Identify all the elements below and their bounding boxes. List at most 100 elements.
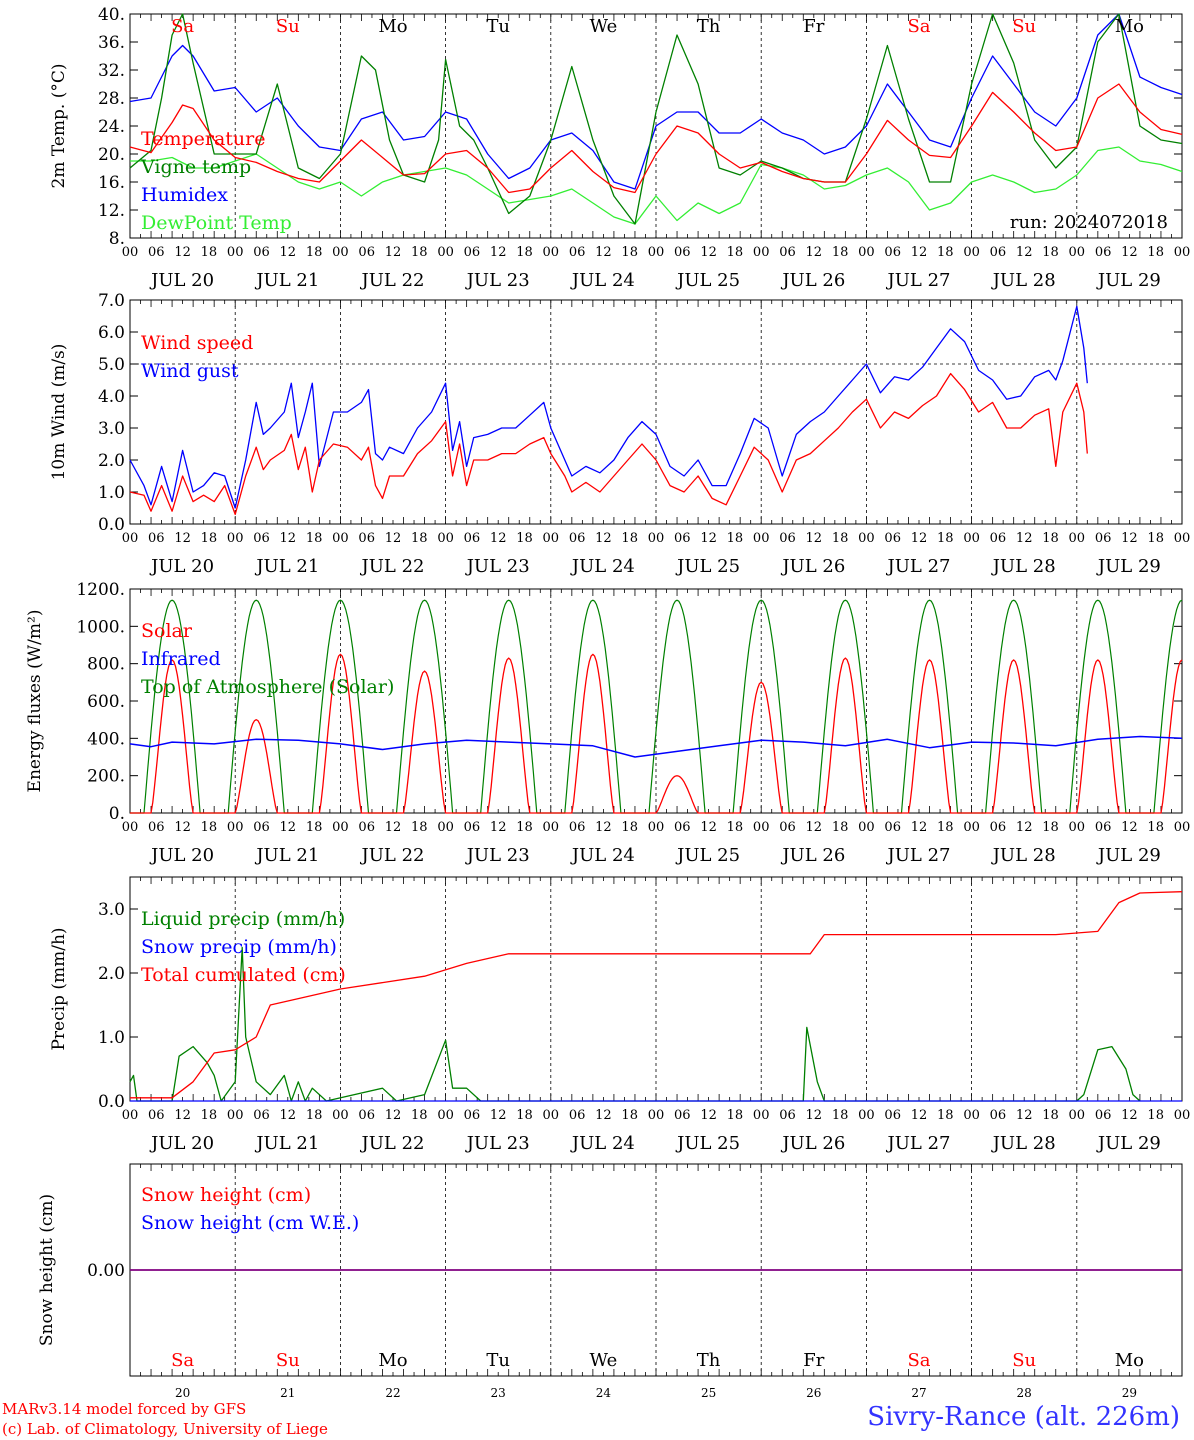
hour-tick-label: 06 bbox=[464, 531, 481, 546]
hour-tick-label: 06 bbox=[990, 245, 1007, 260]
hour-tick-label: 06 bbox=[674, 1108, 691, 1123]
day-number-label: 28 bbox=[1017, 1386, 1032, 1400]
date-label: JUL 27 bbox=[886, 556, 951, 577]
date-label: JUL 23 bbox=[465, 845, 530, 866]
y-tick-label: 0.0 bbox=[98, 1092, 125, 1112]
hour-tick-label: 12 bbox=[1121, 245, 1138, 260]
weekday-label: Sa bbox=[171, 1350, 194, 1371]
y-axis-title: 10m Wind (m/s) bbox=[49, 344, 69, 481]
y-tick-label: 12. bbox=[98, 201, 125, 221]
hour-tick-label: 12 bbox=[280, 245, 297, 260]
hour-tick-label: 18 bbox=[727, 820, 744, 835]
hour-tick-label: 12 bbox=[911, 245, 928, 260]
date-label: JUL 21 bbox=[254, 1133, 319, 1154]
hour-tick-label: 12 bbox=[806, 820, 823, 835]
hour-tick-label: 18 bbox=[516, 531, 533, 546]
hour-tick-label: 06 bbox=[358, 820, 375, 835]
hour-tick-label: 06 bbox=[358, 531, 375, 546]
credit-line-2: (c) Lab. of Climatology, University of L… bbox=[2, 1420, 328, 1438]
date-label: JUL 24 bbox=[570, 556, 635, 577]
y-tick-label: 800. bbox=[87, 655, 125, 675]
series-line bbox=[129, 83, 1183, 194]
weekday-label: Th bbox=[697, 1350, 721, 1371]
hour-tick-label: 06 bbox=[1095, 531, 1112, 546]
hour-tick-label: 06 bbox=[990, 1108, 1007, 1123]
weekday-label: Tu bbox=[486, 16, 510, 37]
hour-tick-label: 18 bbox=[411, 531, 428, 546]
hour-tick-label: 12 bbox=[490, 820, 507, 835]
hour-tick-label: 12 bbox=[280, 820, 297, 835]
date-label: JUL 23 bbox=[465, 270, 530, 291]
hour-tick-label: 18 bbox=[306, 531, 323, 546]
hour-tick-label: 00 bbox=[858, 245, 875, 260]
y-tick-label: 5.0 bbox=[98, 355, 125, 375]
hour-tick-label: 18 bbox=[1147, 1108, 1164, 1123]
date-label: JUL 29 bbox=[1096, 556, 1161, 577]
date-label: JUL 23 bbox=[465, 556, 530, 577]
weekday-label: Mo bbox=[378, 16, 407, 37]
hour-tick-label: 12 bbox=[280, 1108, 297, 1123]
hour-tick-label: 18 bbox=[727, 245, 744, 260]
hour-tick-label: 12 bbox=[700, 1108, 717, 1123]
hour-tick-label: 06 bbox=[1095, 245, 1112, 260]
hour-tick-label: 00 bbox=[332, 1108, 349, 1123]
y-tick-label: 3.0 bbox=[98, 419, 125, 439]
y-tick-label: 16. bbox=[98, 173, 125, 193]
weekday-label: Su bbox=[276, 16, 300, 37]
hour-tick-label: 00 bbox=[1174, 531, 1191, 546]
hour-tick-label: 12 bbox=[595, 1108, 612, 1123]
legend-entry: Humidex bbox=[141, 184, 228, 206]
hour-tick-label: 06 bbox=[464, 245, 481, 260]
hour-tick-label: 06 bbox=[148, 531, 165, 546]
hour-tick-label: 18 bbox=[306, 820, 323, 835]
hour-tick-label: 00 bbox=[963, 1108, 980, 1123]
y-tick-label: 1.0 bbox=[98, 483, 125, 503]
legend-entry: Total cumulated (cm) bbox=[141, 964, 346, 986]
hour-tick-label: 18 bbox=[727, 531, 744, 546]
hour-tick-label: 18 bbox=[1042, 531, 1059, 546]
legend-entry: Vigne temp bbox=[140, 156, 251, 178]
date-label: JUL 21 bbox=[254, 556, 319, 577]
hour-tick-label: 18 bbox=[201, 820, 218, 835]
hour-tick-label: 06 bbox=[884, 531, 901, 546]
date-label: JUL 26 bbox=[780, 845, 845, 866]
hour-tick-label: 06 bbox=[779, 245, 796, 260]
hour-tick-label: 00 bbox=[332, 820, 349, 835]
y-tick-label: 4.0 bbox=[98, 387, 125, 407]
hour-tick-label: 00 bbox=[437, 820, 454, 835]
hour-tick-label: 12 bbox=[806, 245, 823, 260]
hour-tick-label: 12 bbox=[595, 531, 612, 546]
date-label: JUL 22 bbox=[360, 270, 425, 291]
hour-tick-label: 12 bbox=[490, 245, 507, 260]
hour-tick-label: 06 bbox=[569, 245, 586, 260]
legend-entry: Wind gust bbox=[141, 360, 239, 382]
hour-tick-label: 12 bbox=[911, 1108, 928, 1123]
hour-tick-label: 00 bbox=[1069, 820, 1086, 835]
credit-line-1: MARv3.14 model forced by GFS bbox=[2, 1400, 247, 1418]
hour-tick-label: 18 bbox=[1147, 531, 1164, 546]
weekday-label: We bbox=[590, 16, 618, 37]
y-tick-label: 2.0 bbox=[98, 964, 125, 984]
hour-tick-label: 12 bbox=[280, 531, 297, 546]
hour-tick-label: 18 bbox=[832, 531, 849, 546]
hour-tick-label: 18 bbox=[516, 820, 533, 835]
hour-tick-label: 18 bbox=[621, 245, 638, 260]
day-number-label: 27 bbox=[911, 1386, 926, 1400]
hour-tick-label: 06 bbox=[358, 245, 375, 260]
hour-tick-label: 06 bbox=[674, 820, 691, 835]
hour-tick-label: 12 bbox=[490, 531, 507, 546]
legend-entry: Infrared bbox=[141, 648, 221, 670]
date-label: JUL 26 bbox=[780, 270, 845, 291]
hour-tick-label: 06 bbox=[253, 245, 270, 260]
hour-tick-label: 12 bbox=[806, 1108, 823, 1123]
panel-snow: 0.00 Snow height (cm) Snow height (cm) Snow… bbox=[37, 1163, 1183, 1400]
date-label: JUL 25 bbox=[675, 270, 740, 291]
day-number-label: 24 bbox=[596, 1386, 612, 1400]
weekday-label: Sa bbox=[907, 1350, 930, 1371]
date-label: JUL 25 bbox=[675, 1133, 740, 1154]
hour-tick-label: 12 bbox=[700, 531, 717, 546]
y-tick-label: 6.0 bbox=[98, 323, 125, 343]
date-label: JUL 23 bbox=[465, 1133, 530, 1154]
hour-tick-label: 00 bbox=[1069, 245, 1086, 260]
y-axis-title: Snow height (cm) bbox=[37, 1194, 57, 1346]
